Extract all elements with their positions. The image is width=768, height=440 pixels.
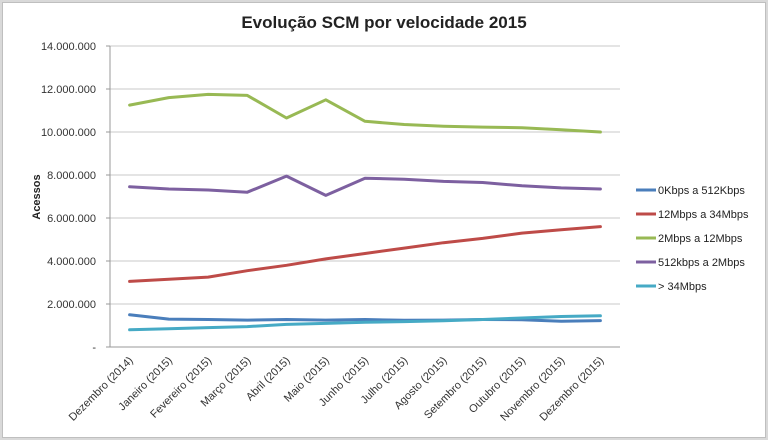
y-tick-label: 6.000.000 bbox=[47, 213, 96, 225]
legend-label: 12Mbps a 34Mbps bbox=[658, 209, 749, 221]
y-tick-label: 4.000.000 bbox=[47, 256, 96, 268]
gridlines bbox=[106, 45, 620, 348]
y-tick-label: 12.000.000 bbox=[41, 84, 96, 96]
x-axis-ticks: Dezembro (2014)Janeiro (2015)Fevereiro (… bbox=[67, 355, 607, 424]
x-tick-label: Dezembro (2014) bbox=[67, 355, 136, 424]
legend: 0Kbps a 512Kbps 12Mbps a 34Mbps 2Mbps a 12… bbox=[636, 185, 749, 293]
y-axis-label: Acessos bbox=[31, 174, 43, 219]
legend-label: 0Kbps a 512Kbps bbox=[658, 185, 745, 197]
chart-title: Evolução SCM por velocidade 2015 bbox=[241, 13, 526, 32]
series-line-2 bbox=[128, 92, 602, 134]
y-tick-label: 10.000.000 bbox=[41, 127, 96, 139]
series-line-4 bbox=[128, 314, 602, 332]
series-line-3 bbox=[128, 174, 602, 197]
y-axis-ticks: - 2.000.000 4.000.000 6.000.000 8.000.000 10.… bbox=[41, 41, 96, 354]
series-lines bbox=[128, 92, 602, 332]
y-tick-label: 2.000.000 bbox=[47, 299, 96, 311]
series-line-0 bbox=[128, 313, 602, 323]
legend-label: > 34Mbps bbox=[658, 281, 707, 293]
series-line-1 bbox=[128, 225, 602, 283]
legend-label: 2Mbps a 12Mbps bbox=[658, 233, 743, 245]
legend-label: 512kbps a 2Mbps bbox=[658, 257, 745, 269]
y-tick-label: 14.000.000 bbox=[41, 41, 96, 53]
y-tick-label: - bbox=[92, 342, 96, 354]
y-tick-label: 8.000.000 bbox=[47, 170, 96, 182]
